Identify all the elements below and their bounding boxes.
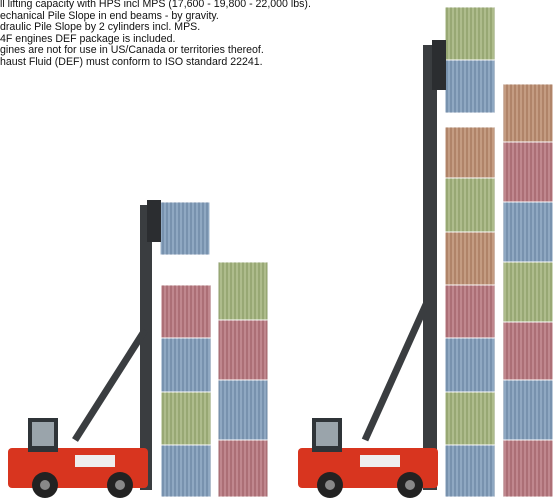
container [503,202,553,262]
container [503,84,553,142]
container [161,338,211,392]
container [445,285,495,338]
container [503,380,553,440]
container [160,202,210,255]
container [445,338,495,392]
note-line: 4F engines DEF package is included. [0,32,176,45]
container [445,60,495,113]
note-line: echanical Pile Slope in end beams - by g… [0,9,219,22]
containers [159,6,554,498]
container-handler-right [298,40,446,498]
note-line: haust Fluid (DEF) must conform to ISO st… [0,55,263,68]
container [445,127,495,178]
container [218,320,268,380]
container [503,262,553,322]
container [445,392,495,445]
container [161,285,211,338]
container [503,142,553,202]
container [161,392,211,445]
container [218,440,268,497]
notes: ll lifting capacity with HPS incl MPS (1… [0,0,311,69]
container [503,440,553,497]
note-line: draulic Pile Slope by 2 cylinders incl. … [0,21,201,34]
container-handler-left [8,200,161,498]
container [445,178,495,232]
container [161,445,211,497]
container [445,7,495,60]
container [218,262,268,320]
container [218,380,268,440]
note-line: gines are not for use in US/Canada or te… [0,44,264,57]
note-line: ll lifting capacity with HPS incl MPS (1… [0,0,311,10]
container [503,322,553,380]
container [445,445,495,497]
container [445,232,495,285]
